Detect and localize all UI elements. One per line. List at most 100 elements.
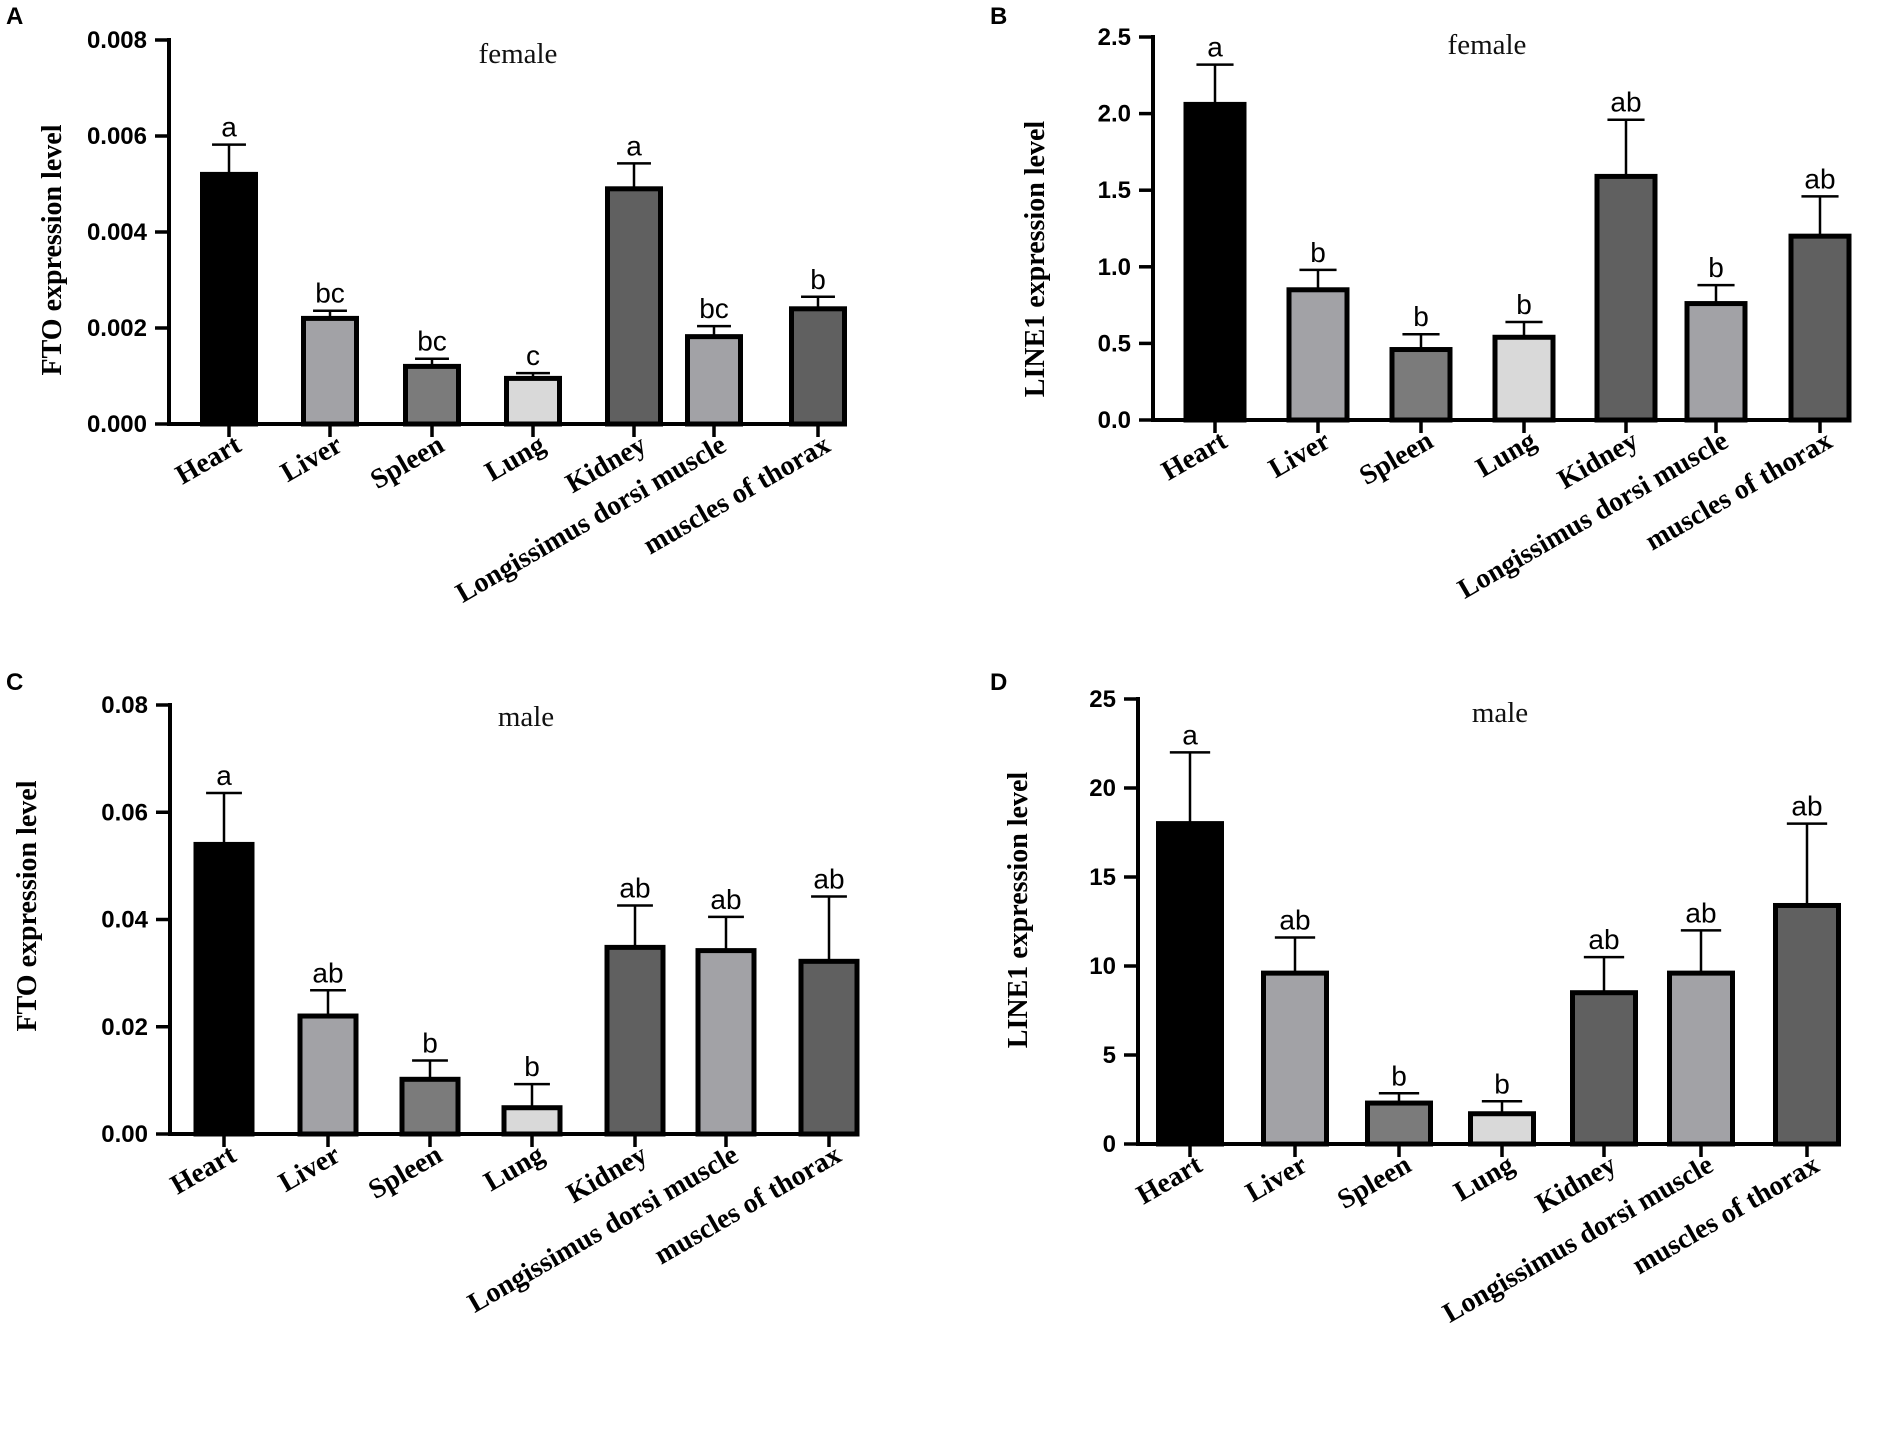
bar-b xyxy=(1492,334,1556,423)
significance-label-a: bc xyxy=(417,326,447,357)
significance-label-b: b xyxy=(1708,252,1724,283)
bar-a xyxy=(403,363,461,427)
bar-b xyxy=(1594,173,1658,423)
significance-label-c: ab xyxy=(813,863,844,894)
bar-b xyxy=(1286,287,1350,423)
bar-a xyxy=(504,375,562,427)
y-tick-label-b: 0.5 xyxy=(1098,330,1131,357)
category-label-a: Liver xyxy=(275,429,347,489)
chart-title-d: male xyxy=(1472,697,1528,729)
significance-label-b: b xyxy=(1413,301,1429,332)
category-label-b: Liver xyxy=(1263,425,1335,485)
significance-label-d: a xyxy=(1182,719,1198,750)
bar-a xyxy=(789,306,847,427)
panel-letter-a: A xyxy=(6,3,23,30)
y-tick-label-c: 0.04 xyxy=(101,907,148,934)
significance-label-b: a xyxy=(1207,32,1223,63)
category-label-a: Spleen xyxy=(365,429,450,496)
significance-label-c: ab xyxy=(710,884,741,915)
panel-c: C male FTO expression level 0.00 0.02 0.04… xyxy=(6,669,860,1319)
category-label-d: Heart xyxy=(1131,1149,1208,1211)
category-label-d: Liver xyxy=(1240,1149,1312,1209)
category-label-d: Lung xyxy=(1449,1149,1520,1208)
category-label-b: muscles of thorax xyxy=(1640,425,1837,557)
bar-d xyxy=(1261,970,1329,1147)
significance-label-d: b xyxy=(1391,1060,1407,1091)
significance-label-a: a xyxy=(626,130,642,161)
bar-c xyxy=(297,1013,359,1137)
y-axis-label-c: FTO expression level xyxy=(12,780,43,1031)
category-label-c: Spleen xyxy=(363,1139,448,1206)
y-tick-label-c: 0.00 xyxy=(101,1121,148,1148)
bar-d xyxy=(1156,821,1224,1147)
significance-label-b: b xyxy=(1516,289,1532,320)
bar-c xyxy=(695,948,757,1137)
significance-label-b: ab xyxy=(1610,87,1641,118)
bar-a xyxy=(605,186,663,427)
y-tick-label-a: 0.002 xyxy=(87,315,147,342)
bar-c xyxy=(399,1076,461,1137)
category-label-d: Spleen xyxy=(1332,1149,1417,1216)
y-tick-label-c: 0.02 xyxy=(101,1014,148,1041)
bar-b xyxy=(1788,233,1852,423)
y-tick-label-d: 20 xyxy=(1089,775,1116,802)
bar-c xyxy=(798,958,860,1137)
significance-label-d: ab xyxy=(1279,905,1310,936)
chart-title-b: female xyxy=(1448,29,1527,61)
y-tick-label-d: 5 xyxy=(1103,1042,1116,1069)
y-tick-label-c: 0.08 xyxy=(101,692,148,719)
category-label-b: Lung xyxy=(1471,425,1542,484)
panel-d: D male LINE1 expression level 0 5 10 15 20 25… xyxy=(990,669,1841,1329)
bar-c xyxy=(193,841,255,1137)
significance-label-d: ab xyxy=(1791,791,1822,822)
bar-a xyxy=(301,315,359,427)
panel-a: A female FTO expression level 0.000 0.002… xyxy=(6,3,847,609)
significance-label-a: b xyxy=(810,264,826,295)
significance-label-a: bc xyxy=(699,293,729,324)
bar-c xyxy=(604,944,666,1137)
panel-b: B female LINE1 expression level 0.0 0.5 1.… xyxy=(990,3,1852,605)
bar-c xyxy=(501,1105,563,1137)
y-tick-label-b: 2.5 xyxy=(1098,24,1131,51)
y-tick-label-d: 15 xyxy=(1089,864,1116,891)
panel-letter-b: B xyxy=(990,3,1007,30)
significance-label-d: b xyxy=(1494,1068,1510,1099)
y-axis-label-a: FTO expression level xyxy=(37,124,68,375)
y-tick-label-a: 0.004 xyxy=(87,219,148,246)
bar-d xyxy=(1667,970,1735,1147)
bar-b xyxy=(1389,347,1453,423)
significance-label-c: ab xyxy=(619,873,650,904)
chart-title-a: female xyxy=(479,38,558,70)
panel-letter-c: C xyxy=(6,669,23,696)
bar-a xyxy=(200,171,258,427)
bar-b xyxy=(1684,301,1748,423)
y-tick-label-d: 25 xyxy=(1089,686,1116,713)
bar-d xyxy=(1468,1111,1536,1147)
category-label-c: Heart xyxy=(165,1139,242,1201)
bar-d xyxy=(1773,902,1841,1147)
bar-d xyxy=(1570,990,1638,1147)
y-axis-label-d: LINE1 expression level xyxy=(1003,772,1034,1049)
bar-d xyxy=(1365,1100,1433,1147)
category-label-a: Lung xyxy=(480,429,551,488)
significance-label-d: ab xyxy=(1588,924,1619,955)
significance-label-b: b xyxy=(1310,237,1326,268)
y-tick-label-d: 0 xyxy=(1103,1131,1116,1158)
significance-label-d: ab xyxy=(1685,897,1716,928)
category-label-c: Liver xyxy=(273,1139,345,1199)
category-label-c: Lung xyxy=(479,1139,550,1198)
significance-label-a: a xyxy=(221,112,237,143)
y-tick-label-b: 1.0 xyxy=(1098,254,1131,281)
significance-label-a: c xyxy=(526,340,540,371)
chart-title-c: male xyxy=(498,701,554,733)
significance-label-c: ab xyxy=(312,957,343,988)
y-tick-label-a: 0.008 xyxy=(87,27,147,54)
panel-letter-d: D xyxy=(990,669,1007,696)
y-tick-label-a: 0.000 xyxy=(87,411,147,438)
bar-b xyxy=(1183,101,1247,423)
category-label-d: muscles of thorax xyxy=(1627,1149,1824,1281)
significance-label-c: b xyxy=(422,1028,438,1059)
category-label-b: Heart xyxy=(1156,425,1233,487)
category-label-b: Spleen xyxy=(1354,425,1439,492)
